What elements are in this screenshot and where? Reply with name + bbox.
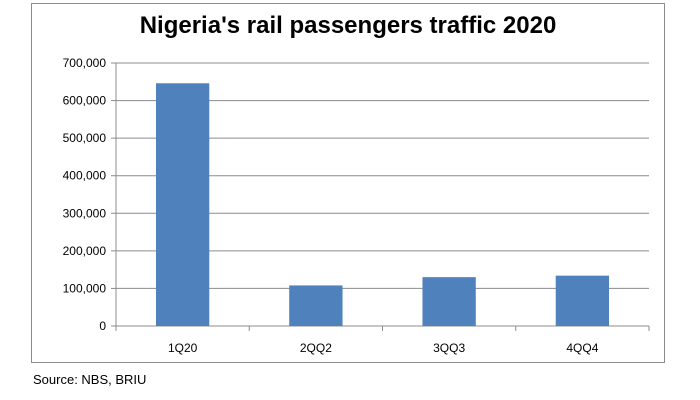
source-note: Source: NBS, BRIU	[33, 372, 147, 387]
y-tick-label: 300,000	[63, 206, 107, 220]
chart-frame: Nigeria's rail passengers traffic 2020 0…	[31, 3, 665, 363]
x-tick-label: 4QQ4	[566, 341, 598, 355]
y-tick-label: 500,000	[63, 131, 107, 145]
chart-title: Nigeria's rail passengers traffic 2020	[139, 12, 557, 39]
x-tick-label: 1Q20	[168, 341, 198, 355]
y-tick-label: 100,000	[63, 281, 107, 295]
y-tick-label: 0	[99, 319, 106, 333]
bar-4qq4	[555, 275, 610, 326]
y-tick-label: 700,000	[63, 56, 107, 70]
x-tick-label: 2QQ2	[300, 341, 332, 355]
bar-1q20	[155, 83, 210, 326]
y-tick-label: 400,000	[63, 169, 107, 183]
y-tick-label: 200,000	[63, 244, 107, 258]
x-tick-label: 3QQ3	[433, 341, 465, 355]
bar-2qq2	[289, 285, 343, 326]
y-tick-label: 600,000	[63, 94, 107, 108]
bar-chart: 0 100,000 200,000 300,000 400,000 500,000 600,…	[63, 56, 650, 355]
bar-3qq3	[422, 277, 476, 326]
